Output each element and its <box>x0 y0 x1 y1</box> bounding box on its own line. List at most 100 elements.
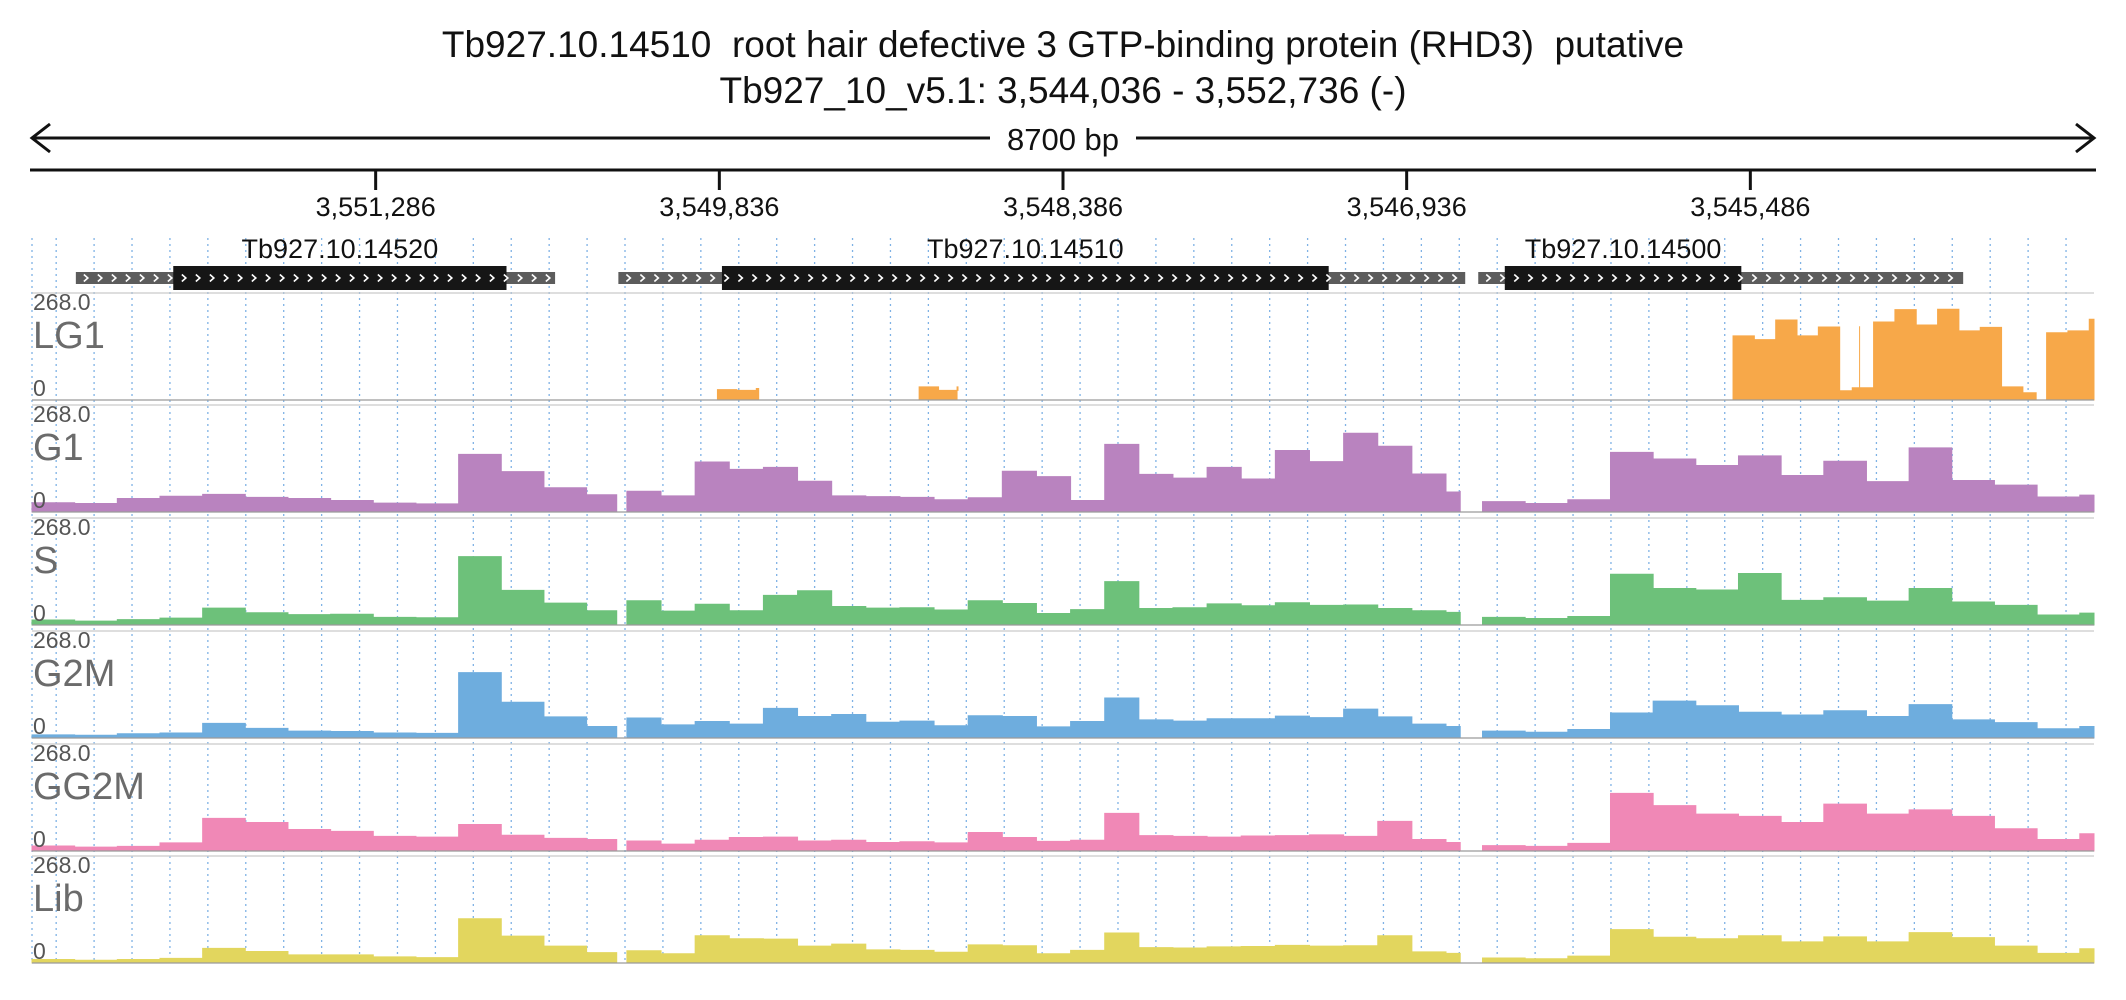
track-min-label: 0 <box>33 713 46 739</box>
strand-arrow-icon <box>1611 273 1618 283</box>
strand-arrow-icon <box>1353 273 1360 283</box>
strand-arrow-icon <box>167 273 174 283</box>
coverage-area <box>918 386 959 401</box>
strand-arrow-icon <box>1199 273 1206 283</box>
strand-arrow-icon <box>405 273 412 283</box>
strand-arrow-icon <box>751 273 758 283</box>
strand-arrow-icon <box>181 273 188 283</box>
strand-arrow-icon <box>1807 273 1814 283</box>
strand-arrow-icon <box>709 273 716 283</box>
strand-arrow-icon <box>905 273 912 283</box>
strand-arrow-icon <box>251 273 258 283</box>
strand-arrow-icon <box>1339 273 1346 283</box>
strand-arrow-icon <box>1143 273 1150 283</box>
strand-arrow-icon <box>1667 273 1674 283</box>
strand-arrow-icon <box>989 273 996 283</box>
track-name: S <box>33 540 58 582</box>
strand-arrow-icon <box>1381 273 1388 283</box>
strand-arrow-icon <box>1059 273 1066 283</box>
strand-arrow-icon <box>1171 273 1178 283</box>
strand-arrow-icon <box>877 273 884 283</box>
strand-arrow-icon <box>1723 273 1730 283</box>
strand-arrow-icon <box>1073 273 1080 283</box>
gene-model: Tb927.10.14500 <box>1478 234 1964 290</box>
strand-arrow-icon <box>1325 273 1332 283</box>
strand-arrow-icon <box>1157 273 1164 283</box>
coverage-area <box>1482 447 2095 513</box>
strand-arrow-icon <box>1297 273 1304 283</box>
strand-arrow-icon <box>97 273 104 283</box>
coverage-track: 268.0 0 G2M <box>31 627 2095 739</box>
strand-arrow-icon <box>1227 273 1234 283</box>
strand-arrow-icon <box>307 273 314 283</box>
strand-arrow-icon <box>1437 273 1444 283</box>
strand-arrow-icon <box>209 273 216 283</box>
strand-arrow-icon <box>1863 273 1870 283</box>
strand-arrow-icon <box>1541 273 1548 283</box>
strand-arrow-icon <box>195 273 202 283</box>
strand-arrow-icon <box>1751 273 1758 283</box>
strand-arrow-icon <box>653 273 660 283</box>
track-max-label: 268.0 <box>33 514 91 540</box>
strand-arrow-icon <box>1737 273 1744 283</box>
strand-arrow-icon <box>1947 273 1954 283</box>
strand-arrow-icon <box>1031 273 1038 283</box>
strand-arrow-icon <box>639 273 646 283</box>
strand-arrow-icon <box>1185 273 1192 283</box>
strand-arrow-icon <box>335 273 342 283</box>
strand-arrow-icon <box>1283 273 1290 283</box>
strand-arrow-icon <box>1485 273 1492 283</box>
coverage-area <box>626 932 1461 964</box>
strand-arrow-icon <box>517 273 524 283</box>
coverage-track: 268.0 0 S <box>31 514 2095 626</box>
coverage-area <box>1482 929 2095 964</box>
coverage-area <box>626 432 1461 513</box>
chart-subtitle: Tb927_10_v5.1: 3,544,036 - 3,552,736 (-) <box>719 70 1407 111</box>
strand-arrow-icon <box>265 273 272 283</box>
strand-arrow-icon <box>765 273 772 283</box>
strand-arrow-icon <box>1779 273 1786 283</box>
gene-label: Tb927.10.14510 <box>927 234 1124 264</box>
strand-arrow-icon <box>279 273 286 283</box>
track-min-label: 0 <box>33 600 46 626</box>
coverage-area <box>1732 319 1861 401</box>
strand-arrow-icon <box>391 273 398 283</box>
strand-arrow-icon <box>1395 273 1402 283</box>
track-name: G1 <box>33 427 84 469</box>
strand-arrow-icon <box>891 273 898 283</box>
coverage-area <box>1482 573 2095 626</box>
track-max-label: 268.0 <box>33 627 91 653</box>
strand-arrow-icon <box>1499 273 1506 283</box>
coverage-track: 268.0 0 GG2M <box>31 740 2095 852</box>
span-arrow-left-icon <box>29 122 51 154</box>
track-min-label: 0 <box>33 375 46 401</box>
strand-arrow-icon <box>933 273 940 283</box>
strand-arrow-icon <box>1255 273 1262 283</box>
strand-arrow-icon <box>1625 273 1632 283</box>
strand-arrow-icon <box>433 273 440 283</box>
strand-arrow-icon <box>531 273 538 283</box>
strand-arrow-icon <box>1311 273 1318 283</box>
strand-arrow-icon <box>1835 273 1842 283</box>
strand-arrow-icon <box>223 273 230 283</box>
strand-arrow-icon <box>695 273 702 283</box>
strand-arrow-icon <box>1003 273 1010 283</box>
strand-arrow-icon <box>1213 273 1220 283</box>
strand-arrow-icon <box>1087 273 1094 283</box>
strand-arrow-icon <box>1891 273 1898 283</box>
track-name: GG2M <box>33 766 145 808</box>
strand-arrow-icon <box>1045 273 1052 283</box>
strand-arrow-icon <box>1527 273 1534 283</box>
strand-arrow-icon <box>1569 273 1576 283</box>
strand-arrow-icon <box>821 273 828 283</box>
strand-arrow-icon <box>1451 273 1458 283</box>
track-min-label: 0 <box>33 938 46 964</box>
span-label: 8700 bp <box>1007 122 1119 157</box>
strand-arrow-icon <box>1269 273 1276 283</box>
chart-title-block: Tb927.10.14510 root hair defective 3 GTP… <box>0 22 2126 114</box>
strand-arrow-icon <box>377 273 384 283</box>
strand-arrow-icon <box>1821 273 1828 283</box>
gene-model: Tb927.10.14510 <box>618 234 1466 290</box>
strand-arrow-icon <box>1681 273 1688 283</box>
